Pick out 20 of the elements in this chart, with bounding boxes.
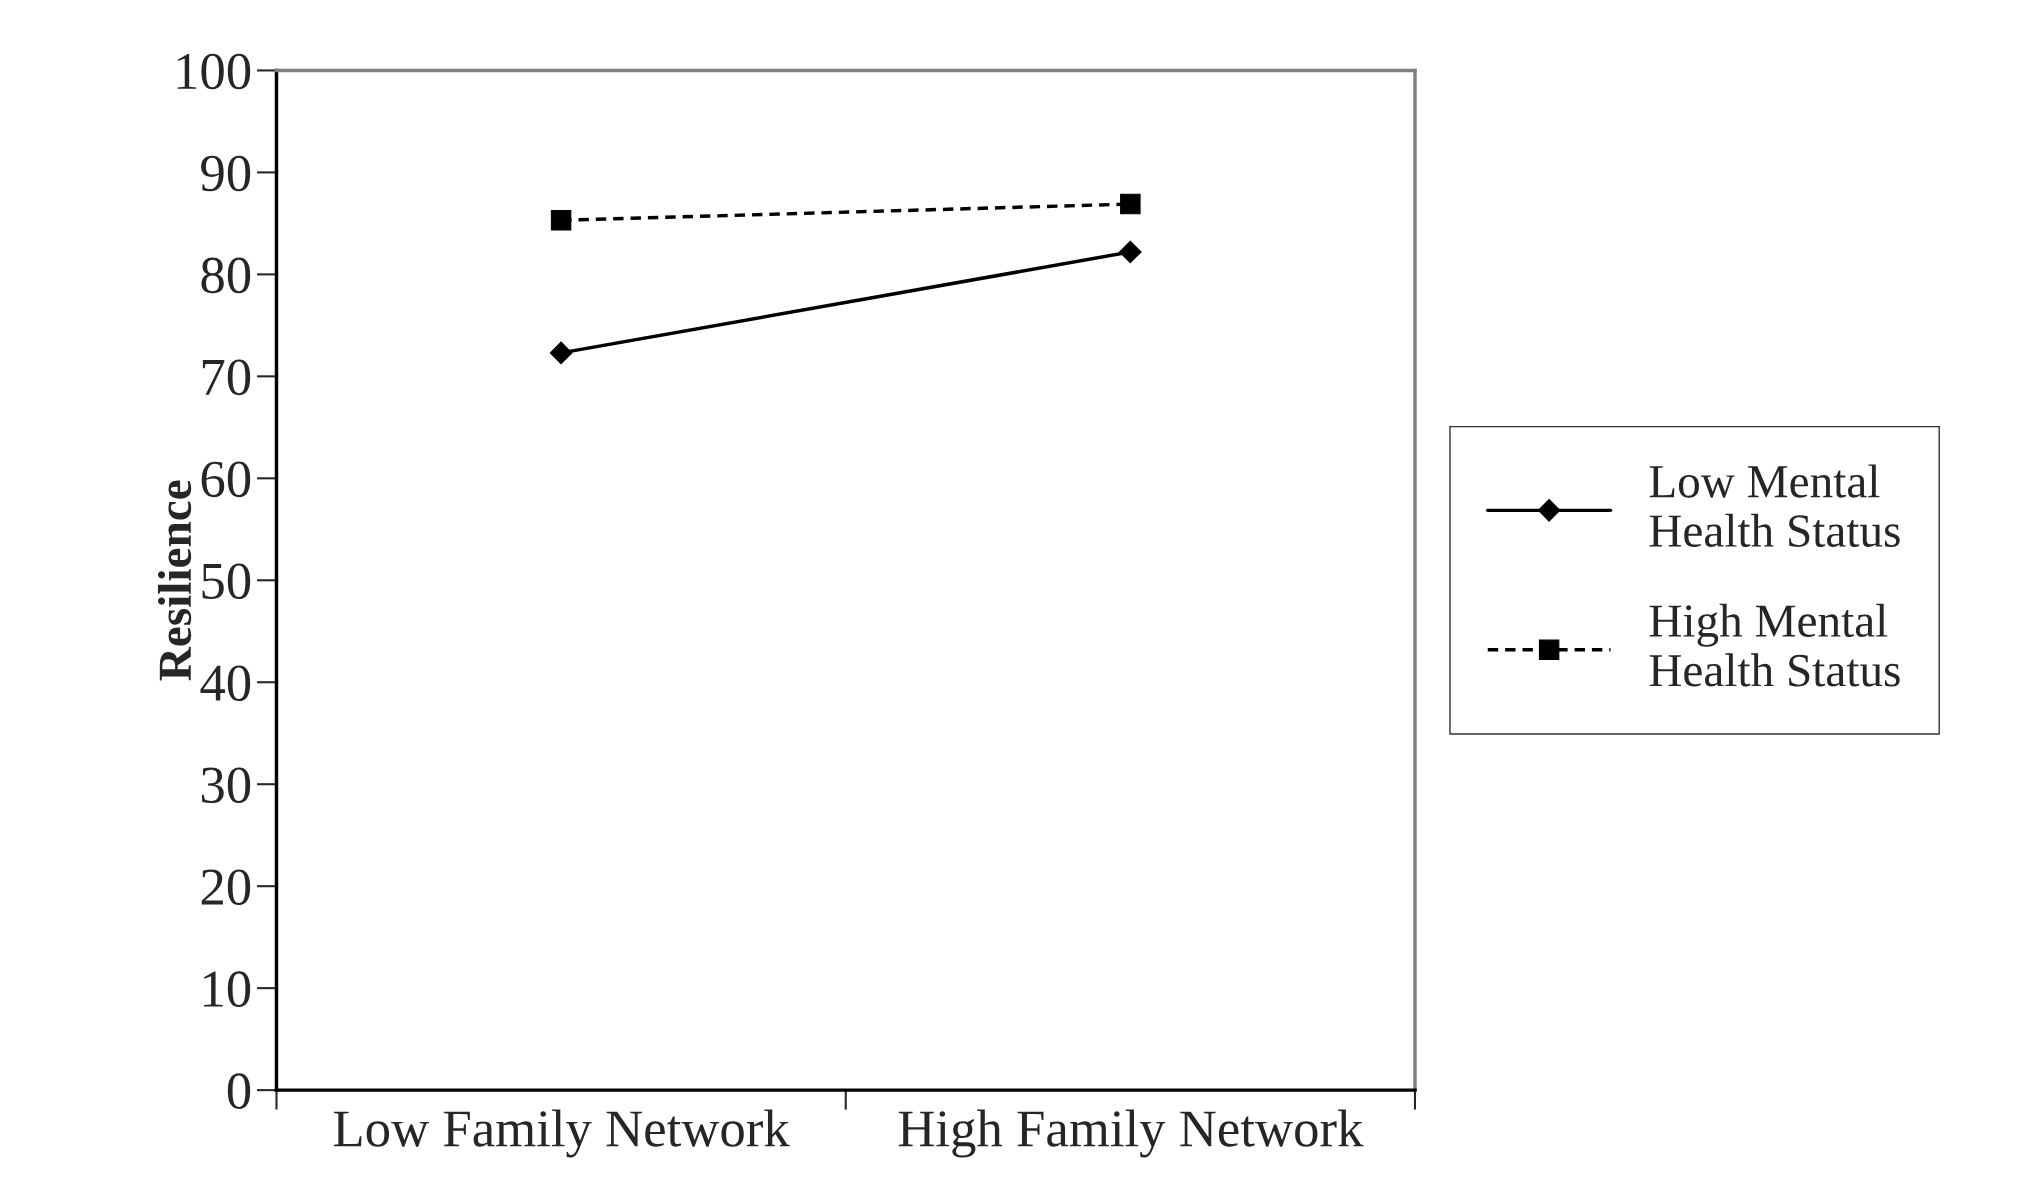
x-tick-label: High Family Network	[898, 1109, 1364, 1158]
y-axis-title: Resilience	[157, 480, 192, 681]
point	[1119, 240, 1142, 264]
point	[1120, 193, 1141, 215]
point	[549, 341, 573, 365]
legend-label: High Mental Health Status	[1649, 603, 1900, 687]
legend-label: Low Mental Health Status	[1649, 464, 1900, 548]
point	[550, 210, 572, 231]
y-tick-label: 0	[227, 1073, 251, 1109]
y-tick-label: 60	[201, 461, 251, 498]
y-tick-label: 30	[201, 767, 251, 804]
y-tick-label: 80	[201, 257, 251, 294]
y-tick-label: 50	[202, 563, 251, 600]
y-tick-label: 40	[200, 665, 251, 702]
x-tick-label: Low Family Network	[333, 1109, 790, 1158]
y-tick-label: 70	[202, 359, 251, 396]
y-tick-label: 20	[201, 869, 251, 906]
y-tick-label: 90	[201, 155, 251, 192]
y-tick-label: 10	[204, 971, 251, 1007]
y-tick-label: 100	[177, 53, 251, 90]
